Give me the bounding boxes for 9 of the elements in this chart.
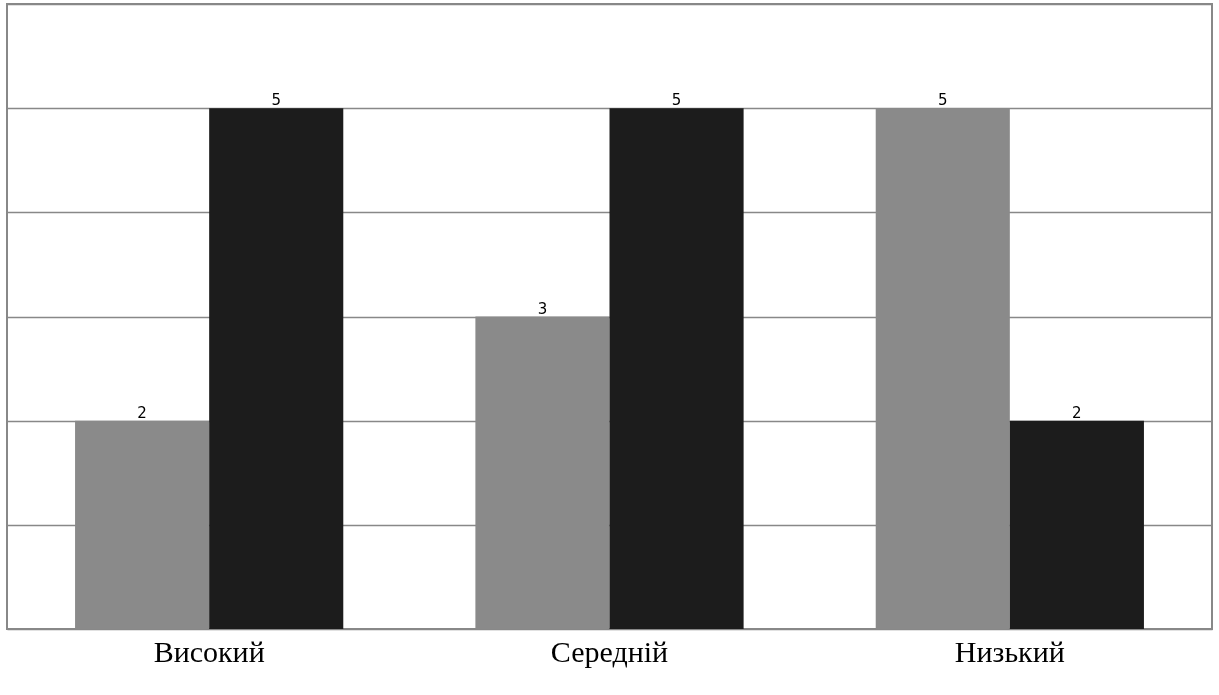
data-label: 2 xyxy=(137,403,147,422)
data-label: 5 xyxy=(271,91,281,110)
data-label: 3 xyxy=(537,299,548,318)
x-tick-label: Високий xyxy=(153,634,265,668)
data-label: 2 xyxy=(1072,403,1082,422)
data-label: 5 xyxy=(938,91,948,110)
x-tick-label: Середній xyxy=(550,634,669,668)
x-tick-label: Низький xyxy=(954,634,1065,668)
data-label: 5 xyxy=(671,91,682,110)
